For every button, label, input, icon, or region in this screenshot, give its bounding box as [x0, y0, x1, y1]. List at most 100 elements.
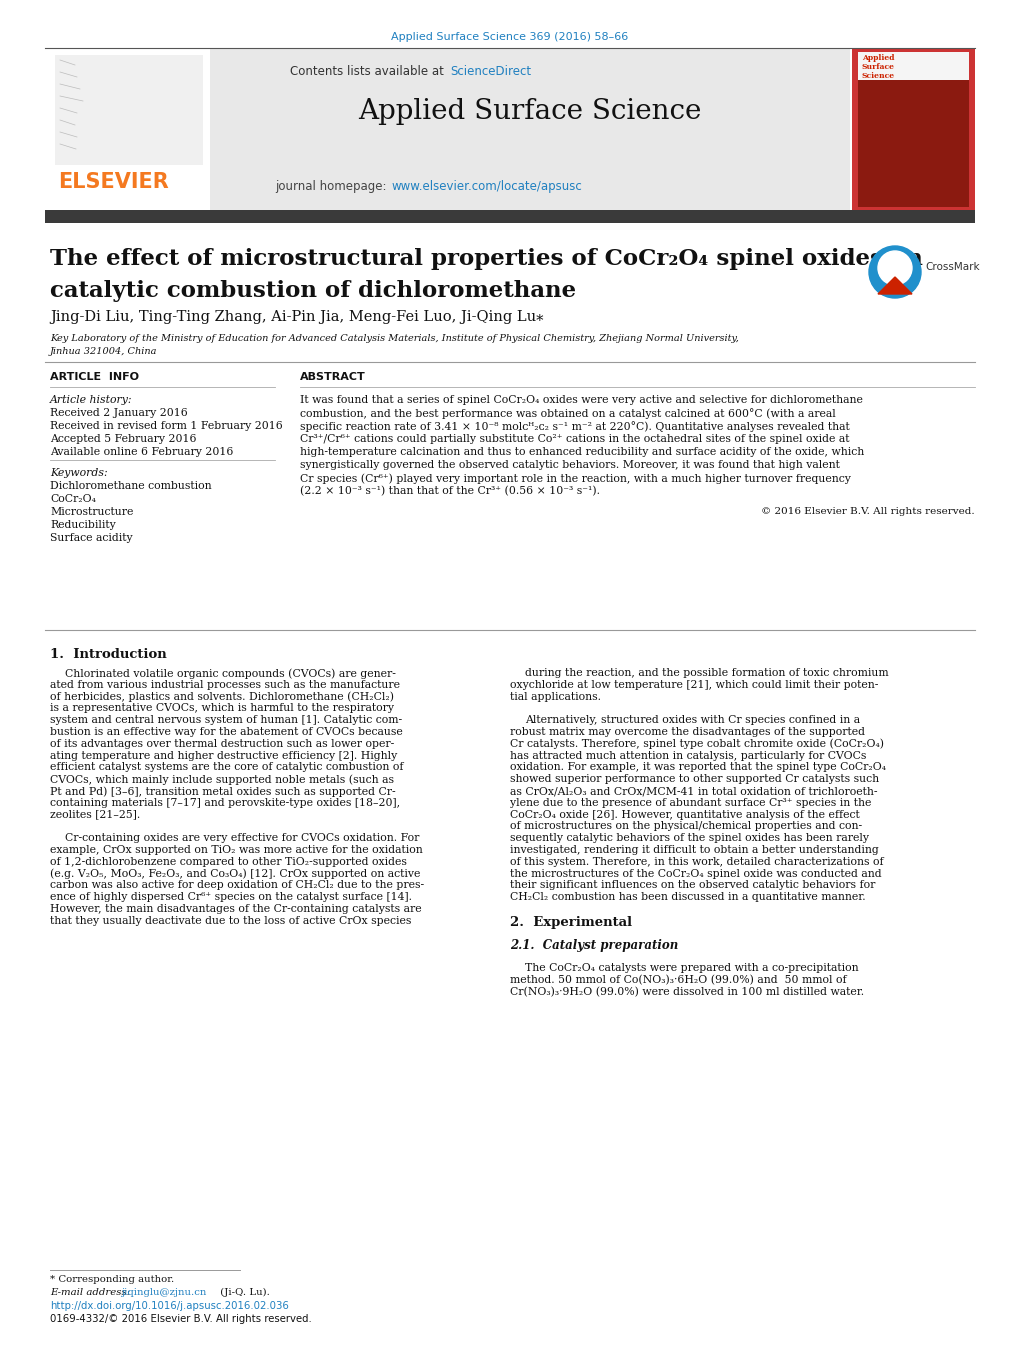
Circle shape: [868, 246, 920, 299]
Text: Cr-containing oxides are very effective for CVOCs oxidation. For: Cr-containing oxides are very effective …: [65, 834, 419, 843]
Text: as CrOx/Al₂O₃ and CrOx/MCM-41 in total oxidation of trichloroeth-: as CrOx/Al₂O₃ and CrOx/MCM-41 in total o…: [510, 786, 876, 796]
Text: http://dx.doi.org/10.1016/j.apsusc.2016.02.036: http://dx.doi.org/10.1016/j.apsusc.2016.…: [50, 1301, 288, 1310]
Text: Keywords:: Keywords:: [50, 467, 108, 478]
Text: ELSEVIER: ELSEVIER: [58, 172, 168, 192]
Text: 2.1.  Catalyst preparation: 2.1. Catalyst preparation: [510, 939, 678, 952]
Text: * Corresponding author.: * Corresponding author.: [50, 1275, 174, 1283]
Text: © 2016 Elsevier B.V. All rights reserved.: © 2016 Elsevier B.V. All rights reserved…: [760, 507, 974, 516]
Text: (2.2 × 10⁻³ s⁻¹) than that of the Cr³⁺ (0.56 × 10⁻³ s⁻¹).: (2.2 × 10⁻³ s⁻¹) than that of the Cr³⁺ (…: [300, 486, 599, 496]
Text: Received 2 January 2016: Received 2 January 2016: [50, 408, 187, 417]
Text: sequently catalytic behaviors of the spinel oxides has been rarely: sequently catalytic behaviors of the spi…: [510, 834, 868, 843]
Text: Applied Surface Science: Applied Surface Science: [358, 99, 701, 126]
Text: Microstructure: Microstructure: [50, 507, 133, 517]
Text: Available online 6 February 2016: Available online 6 February 2016: [50, 447, 233, 457]
Text: Applied: Applied: [861, 54, 894, 62]
Text: bustion is an effective way for the abatement of CVOCs because: bustion is an effective way for the abat…: [50, 727, 403, 738]
Text: ence of highly dispersed Cr⁶⁺ species on the catalyst surface [14].: ence of highly dispersed Cr⁶⁺ species on…: [50, 892, 412, 902]
Bar: [851, 49, 974, 209]
Bar: [210, 49, 849, 209]
Text: ating temperature and higher destructive efficiency [2]. Highly: ating temperature and higher destructive…: [50, 751, 396, 761]
Text: specific reaction rate of 3.41 × 10⁻⁸ molᴄᴴ₂ᴄ₂ s⁻¹ m⁻² at 220°C). Quantitative a: specific reaction rate of 3.41 × 10⁻⁸ mo…: [300, 422, 849, 432]
Text: Article history:: Article history:: [50, 394, 132, 405]
Text: CH₂Cl₂ combustion has been discussed in a quantitative manner.: CH₂Cl₂ combustion has been discussed in …: [510, 892, 865, 902]
Text: Received in revised form 1 February 2016: Received in revised form 1 February 2016: [50, 422, 282, 431]
Text: Accepted 5 February 2016: Accepted 5 February 2016: [50, 434, 197, 444]
Text: 0169-4332/© 2016 Elsevier B.V. All rights reserved.: 0169-4332/© 2016 Elsevier B.V. All right…: [50, 1315, 312, 1324]
Text: has attracted much attention in catalysis, particularly for CVOCs: has attracted much attention in catalysi…: [510, 751, 865, 761]
Text: Jinhua 321004, China: Jinhua 321004, China: [50, 347, 157, 357]
Text: The CoCr₂O₄ catalysts were prepared with a co-precipitation: The CoCr₂O₄ catalysts were prepared with…: [525, 963, 858, 973]
Text: ated from various industrial processes such as the manufacture: ated from various industrial processes s…: [50, 680, 399, 690]
Bar: [857, 51, 968, 80]
Text: Surface acidity: Surface acidity: [50, 534, 132, 543]
Text: of its advantages over thermal destruction such as lower oper-: of its advantages over thermal destructi…: [50, 739, 394, 748]
Text: ylene due to the presence of abundant surface Cr³⁺ species in the: ylene due to the presence of abundant su…: [510, 798, 870, 808]
Text: Pt and Pd) [3–6], transition metal oxides such as supported Cr-: Pt and Pd) [3–6], transition metal oxide…: [50, 786, 395, 797]
Text: method. 50 mmol of Co(NO₃)₃·6H₂O (99.0%) and  50 mmol of: method. 50 mmol of Co(NO₃)₃·6H₂O (99.0%)…: [510, 975, 846, 985]
Text: carbon was also active for deep oxidation of CH₂Cl₂ due to the pres-: carbon was also active for deep oxidatio…: [50, 881, 424, 890]
Text: showed superior performance to other supported Cr catalysts such: showed superior performance to other sup…: [510, 774, 878, 784]
Text: CVOCs, which mainly include supported noble metals (such as: CVOCs, which mainly include supported no…: [50, 774, 393, 785]
Text: example, CrOx supported on TiO₂ was more active for the oxidation: example, CrOx supported on TiO₂ was more…: [50, 844, 422, 855]
Text: of microstructures on the physical/chemical properties and con-: of microstructures on the physical/chemi…: [510, 821, 861, 831]
Text: Contents lists available at: Contents lists available at: [290, 65, 447, 78]
Bar: [45, 49, 210, 209]
Text: high-temperature calcination and thus to enhanced reducibility and surface acidi: high-temperature calcination and thus to…: [300, 447, 863, 457]
Text: robust matrix may overcome the disadvantages of the supported: robust matrix may overcome the disadvant…: [510, 727, 864, 738]
Bar: [857, 51, 968, 207]
Text: 1.  Introduction: 1. Introduction: [50, 648, 166, 661]
Text: Key Laboratory of the Ministry of Education for Advanced Catalysis Materials, In: Key Laboratory of the Ministry of Educat…: [50, 334, 738, 343]
Text: is a representative CVOCs, which is harmful to the respiratory: is a representative CVOCs, which is harm…: [50, 704, 393, 713]
Text: Cr species (Cr⁶⁺) played very important role in the reaction, with a much higher: Cr species (Cr⁶⁺) played very important …: [300, 473, 850, 484]
Text: the microstructures of the CoCr₂O₄ spinel oxide was conducted and: the microstructures of the CoCr₂O₄ spine…: [510, 869, 880, 878]
Text: (Ji-Q. Lu).: (Ji-Q. Lu).: [217, 1288, 270, 1297]
Text: synergistically governed the observed catalytic behaviors. Moreover, it was foun: synergistically governed the observed ca…: [300, 459, 839, 470]
Text: CrossMark: CrossMark: [924, 262, 978, 272]
Text: catalytic combustion of dichloromethane: catalytic combustion of dichloromethane: [50, 280, 576, 303]
Text: investigated, rendering it difficult to obtain a better understanding: investigated, rendering it difficult to …: [510, 844, 878, 855]
Text: Chlorinated volatile organic compounds (CVOCs) are gener-: Chlorinated volatile organic compounds (…: [65, 667, 395, 678]
Bar: [55, 55, 203, 165]
Text: efficient catalyst systems are the core of catalytic combustion of: efficient catalyst systems are the core …: [50, 762, 404, 773]
Text: Jing-Di Liu, Ting-Ting Zhang, Ai-Pin Jia, Meng-Fei Luo, Ji-Qing Lu⁎: Jing-Di Liu, Ting-Ting Zhang, Ai-Pin Jia…: [50, 309, 543, 324]
Text: The effect of microstructural properties of CoCr₂O₄ spinel oxides on: The effect of microstructural properties…: [50, 249, 922, 270]
Text: ABSTRACT: ABSTRACT: [300, 372, 366, 382]
Text: CoCr₂O₄: CoCr₂O₄: [50, 494, 96, 504]
Text: Cr catalysts. Therefore, spinel type cobalt chromite oxide (CoCr₂O₄): Cr catalysts. Therefore, spinel type cob…: [510, 739, 883, 750]
Text: Cr³⁺/Cr⁶⁺ cations could partially substitute Co²⁺ cations in the octahedral site: Cr³⁺/Cr⁶⁺ cations could partially substi…: [300, 434, 849, 444]
Text: containing materials [7–17] and perovskite-type oxides [18–20],: containing materials [7–17] and perovski…: [50, 798, 399, 808]
Text: 2.  Experimental: 2. Experimental: [510, 916, 632, 928]
Text: their significant influences on the observed catalytic behaviors for: their significant influences on the obse…: [510, 881, 874, 890]
Text: zeolites [21–25].: zeolites [21–25].: [50, 809, 141, 820]
Text: during the reaction, and the possible formation of toxic chromium: during the reaction, and the possible fo…: [525, 667, 888, 678]
Polygon shape: [877, 277, 911, 295]
Text: of this system. Therefore, in this work, detailed characterizations of: of this system. Therefore, in this work,…: [510, 857, 882, 867]
Text: Dichloromethane combustion: Dichloromethane combustion: [50, 481, 211, 490]
Text: oxychloride at low temperature [21], which could limit their poten-: oxychloride at low temperature [21], whi…: [510, 680, 877, 690]
Text: Cr(NO₃)₃·9H₂O (99.0%) were dissolved in 100 ml distilled water.: Cr(NO₃)₃·9H₂O (99.0%) were dissolved in …: [510, 986, 863, 997]
Text: system and central nervous system of human [1]. Catalytic com-: system and central nervous system of hum…: [50, 715, 401, 725]
Text: Surface: Surface: [861, 63, 894, 72]
Text: CoCr₂O₄ oxide [26]. However, quantitative analysis of the effect: CoCr₂O₄ oxide [26]. However, quantitativ…: [510, 809, 859, 820]
Text: E-mail address:: E-mail address:: [50, 1288, 133, 1297]
Text: oxidation. For example, it was reported that the spinel type CoCr₂O₄: oxidation. For example, it was reported …: [510, 762, 886, 773]
Text: However, the main disadvantages of the Cr-containing catalysts are: However, the main disadvantages of the C…: [50, 904, 421, 915]
Text: Science: Science: [861, 72, 895, 80]
Text: combustion, and the best performance was obtained on a catalyst calcined at 600°: combustion, and the best performance was…: [300, 408, 835, 419]
Text: Applied Surface Science 369 (2016) 58–66: Applied Surface Science 369 (2016) 58–66: [391, 32, 628, 42]
Text: www.elsevier.com/locate/apsusc: www.elsevier.com/locate/apsusc: [391, 180, 582, 193]
Text: Alternatively, structured oxides with Cr species confined in a: Alternatively, structured oxides with Cr…: [525, 715, 859, 725]
Text: jiqinglu@zjnu.cn: jiqinglu@zjnu.cn: [122, 1288, 207, 1297]
Text: ARTICLE  INFO: ARTICLE INFO: [50, 372, 139, 382]
Text: journal homepage:: journal homepage:: [274, 180, 389, 193]
Text: of 1,2-dichlorobenzene compared to other TiO₂-supported oxides: of 1,2-dichlorobenzene compared to other…: [50, 857, 407, 867]
Text: (e.g. V₂O₅, MoO₃, Fe₂O₃, and Co₃O₄) [12]. CrOx supported on active: (e.g. V₂O₅, MoO₃, Fe₂O₃, and Co₃O₄) [12]…: [50, 869, 420, 880]
Text: tial applications.: tial applications.: [510, 692, 600, 701]
Text: ScienceDirect: ScienceDirect: [449, 65, 531, 78]
Bar: [45, 209, 974, 223]
Text: that they usually deactivate due to the loss of active CrOx species: that they usually deactivate due to the …: [50, 916, 411, 925]
Text: of herbicides, plastics and solvents. Dichloromethane (CH₂Cl₂): of herbicides, plastics and solvents. Di…: [50, 692, 393, 703]
Text: It was found that a series of spinel CoCr₂O₄ oxides were very active and selecti: It was found that a series of spinel CoC…: [300, 394, 862, 405]
Circle shape: [877, 251, 911, 285]
Text: Reducibility: Reducibility: [50, 520, 115, 530]
